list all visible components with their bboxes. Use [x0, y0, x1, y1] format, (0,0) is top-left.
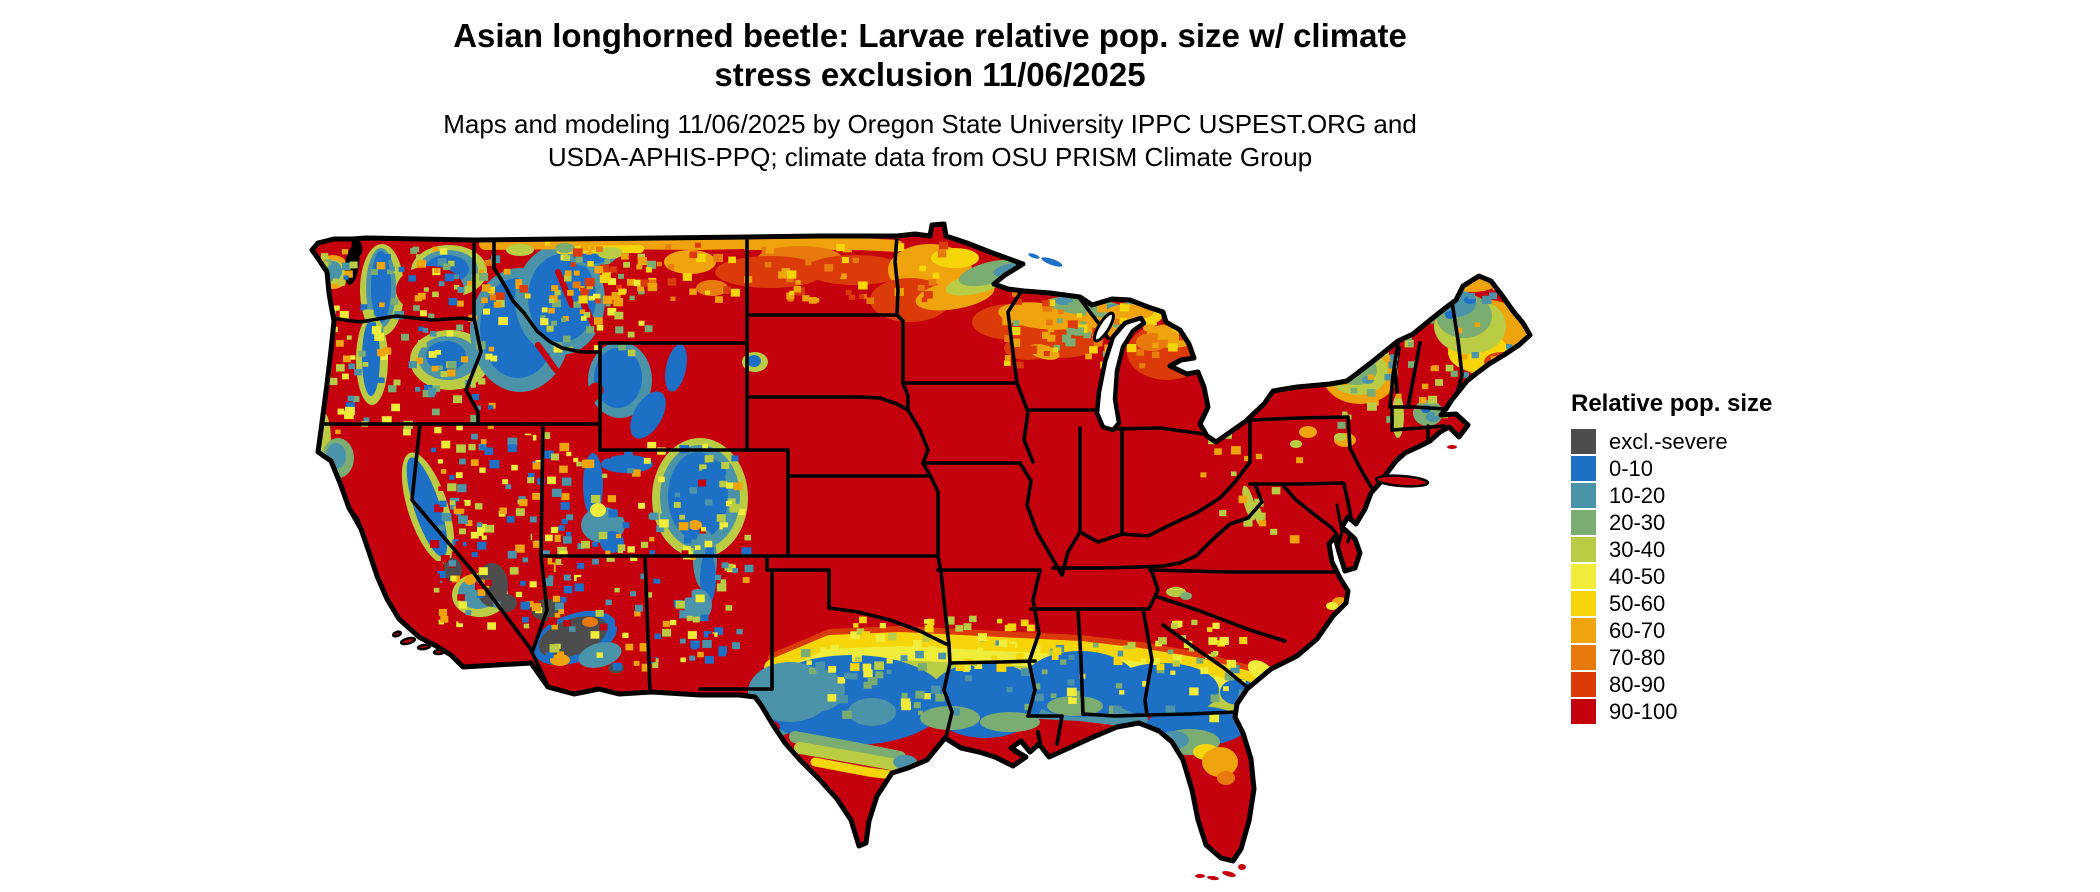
- legend-rows: excl.-severe 0-10 10-20 20-30 30-40 40-50 50-6…: [1571, 429, 1871, 724]
- island: [399, 636, 417, 646]
- legend-label: excl.-severe: [1609, 429, 1728, 454]
- island: [1195, 874, 1205, 878]
- legend-label: 90-100: [1609, 699, 1678, 724]
- legend-swatch: [1571, 645, 1596, 670]
- legend-item: 0-10: [1571, 456, 1871, 481]
- legend-item: 30-40: [1571, 537, 1871, 562]
- map-title: Asian longhorned beetle: Larvae relative…: [0, 16, 1860, 94]
- legend-title: Relative pop. size: [1571, 390, 1773, 417]
- map-title-line2: stress exclusion 11/06/2025: [714, 56, 1146, 93]
- island: [1238, 864, 1246, 870]
- island: [1222, 870, 1236, 878]
- legend-item: 90-100: [1571, 699, 1871, 724]
- island: [1374, 474, 1430, 488]
- map-subtitle: Maps and modeling 11/06/2025 by Oregon S…: [0, 108, 1860, 174]
- legend-label: 40-50: [1609, 564, 1666, 589]
- legend-item: 10-20: [1571, 483, 1871, 508]
- legend-label: 0-10: [1609, 456, 1654, 481]
- map-fill-layer: [312, 224, 1530, 861]
- island: [1207, 875, 1219, 881]
- us-outline: [309, 221, 1533, 864]
- legend-swatch: [1571, 672, 1596, 697]
- island: [432, 648, 446, 656]
- legend-item: 50-60: [1571, 591, 1871, 616]
- legend-swatch: [1571, 483, 1596, 508]
- legend-label: 50-60: [1609, 591, 1666, 616]
- legend-item: 70-80: [1571, 645, 1871, 670]
- legend-swatch: [1571, 429, 1596, 454]
- legend-swatch: [1571, 699, 1596, 724]
- legend-swatch: [1571, 510, 1596, 535]
- legend-label: 20-30: [1609, 510, 1666, 535]
- map-subtitle-line2: USDA-APHIS-PPQ; climate data from OSU PR…: [547, 142, 1313, 172]
- header: Asian longhorned beetle: Larvae relative…: [0, 16, 1860, 174]
- island: [1041, 257, 1063, 267]
- island: [1028, 253, 1040, 259]
- legend: Relative pop. size excl.-severe 0-10 10-20…: [1571, 390, 1871, 726]
- island: [416, 643, 432, 651]
- legend-item: 60-70: [1571, 618, 1871, 643]
- map-subtitle-line1: Maps and modeling 11/06/2025 by Oregon S…: [443, 109, 1417, 139]
- legend-label: 80-90: [1609, 672, 1666, 697]
- state-borders: [316, 234, 1464, 746]
- legend-label: 70-80: [1609, 645, 1666, 670]
- legend-item: 80-90: [1571, 672, 1871, 697]
- legend-item: 20-30: [1571, 510, 1871, 535]
- legend-item: 40-50: [1571, 564, 1871, 589]
- legend-swatch: [1571, 537, 1596, 562]
- island: [1447, 445, 1457, 449]
- map-title-line1: Asian longhorned beetle: Larvae relative…: [453, 17, 1407, 54]
- legend-label: 10-20: [1609, 483, 1666, 508]
- lake-michigan: [1094, 315, 1147, 433]
- legend-swatch: [1571, 591, 1596, 616]
- legend-swatch: [1571, 564, 1596, 589]
- legend-label: 60-70: [1609, 618, 1666, 643]
- legend-swatch: [1571, 456, 1596, 481]
- island: [391, 630, 403, 638]
- legend-label: 30-40: [1609, 537, 1666, 562]
- legend-swatch: [1571, 618, 1596, 643]
- green-bay: [1093, 311, 1115, 343]
- legend-item: excl.-severe: [1571, 429, 1871, 454]
